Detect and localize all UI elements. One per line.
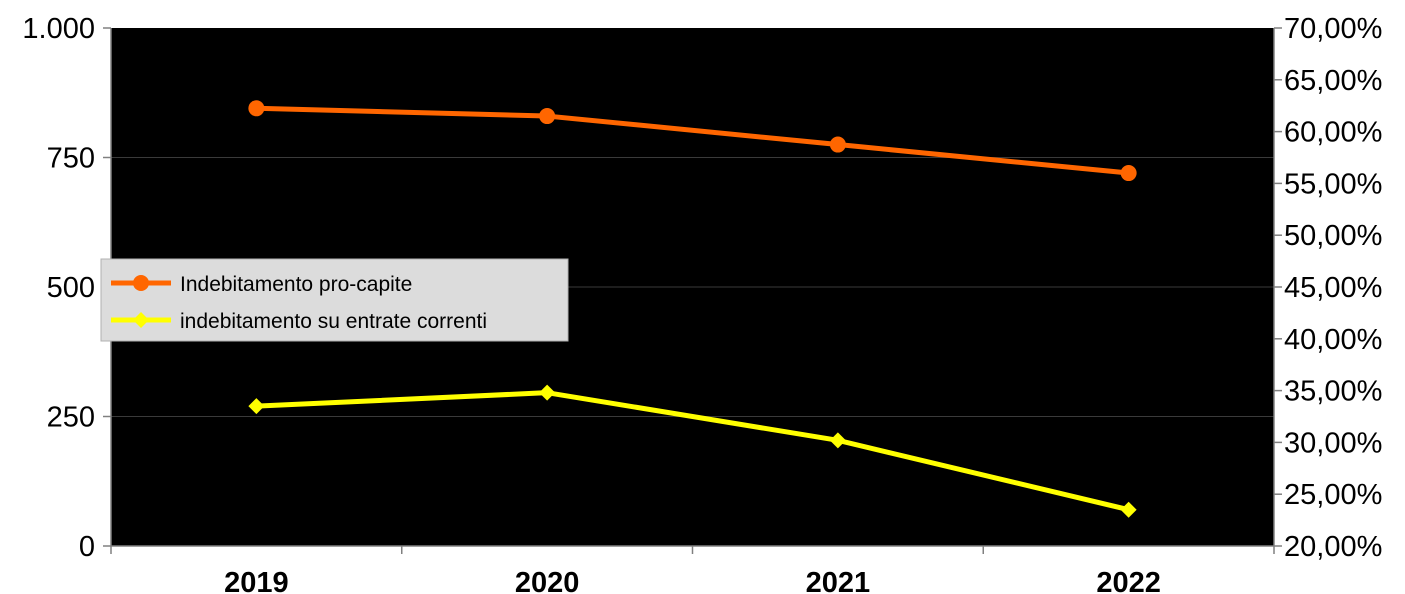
legend: Indebitamento pro-capite indebitamento s… — [100, 258, 569, 342]
x-tick-label: 2022 — [1096, 567, 1161, 594]
right-tick-label: 40,00% — [1284, 324, 1382, 356]
legend-box — [100, 258, 569, 342]
data-point — [1120, 165, 1137, 182]
right-tick-label: 35,00% — [1284, 376, 1382, 408]
right-tick-label: 60,00% — [1284, 117, 1382, 149]
data-point — [829, 136, 846, 153]
legend-marker-series-1 — [133, 275, 149, 291]
legend-marker-series-2 — [133, 312, 149, 328]
data-point — [539, 108, 556, 125]
data-point — [539, 384, 556, 401]
left-axis-ticks: 0 250 500 750 1.000 — [22, 13, 111, 563]
right-tick-label: 65,00% — [1284, 65, 1382, 97]
data-point — [829, 432, 846, 449]
right-tick-label: 70,00% — [1284, 13, 1382, 45]
series-line-1 — [256, 105, 1129, 176]
legend-label-series-1: Indebitamento pro-capite — [180, 273, 412, 296]
right-axis-ticks: 20,00% 25,00% 30,00% 35,00% 40,00% 45,00% 50,0… — [1274, 13, 1382, 563]
left-tick-label: 500 — [47, 272, 95, 304]
left-tick-label: 250 — [47, 402, 95, 434]
right-tick-label: 50,00% — [1284, 220, 1382, 252]
legend-label-series-2: indebitamento su entrate correnti — [180, 310, 487, 333]
x-tick-label: 2020 — [515, 567, 580, 594]
right-tick-label: 20,00% — [1284, 531, 1382, 563]
data-point — [248, 100, 265, 117]
series-layer — [248, 100, 1137, 518]
x-axis-ticks: 2019 2020 2021 2022 — [110, 546, 1275, 594]
left-tick-label: 750 — [47, 143, 95, 175]
left-tick-label: 1.000 — [22, 13, 95, 45]
right-tick-label: 25,00% — [1284, 479, 1382, 511]
right-tick-label: 30,00% — [1284, 427, 1382, 459]
series-line-2 — [256, 390, 1130, 513]
data-point — [1120, 501, 1137, 518]
left-tick-label: 0 — [79, 531, 95, 563]
right-tick-label: 55,00% — [1284, 168, 1382, 200]
x-tick-label: 2021 — [806, 567, 871, 594]
data-point — [248, 398, 265, 415]
right-tick-label: 45,00% — [1284, 272, 1382, 304]
x-tick-label: 2019 — [224, 567, 289, 594]
